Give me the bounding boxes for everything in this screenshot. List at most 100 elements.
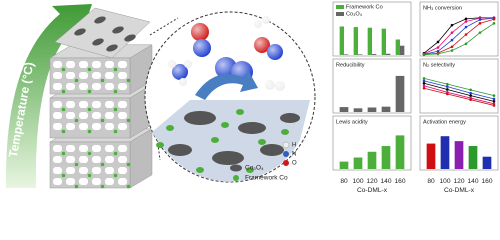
atom-label: N: [292, 152, 296, 158]
pore: [66, 83, 75, 90]
framework-co: [126, 162, 131, 167]
point: [436, 52, 440, 56]
legend-label: Co₃O₄: [245, 165, 264, 172]
pore: [105, 145, 114, 152]
framework-co: [196, 167, 204, 173]
line: [423, 22, 495, 56]
framework-co: [126, 118, 131, 123]
atom-shine: [265, 80, 275, 90]
pore: [79, 61, 88, 68]
framework-co: [113, 107, 118, 112]
co3o4: [106, 44, 118, 52]
panel-title: Reducibility: [336, 62, 365, 68]
x-tick-label: 140: [467, 178, 478, 185]
atom-shine: [275, 81, 285, 91]
point: [478, 22, 482, 25]
pore: [118, 83, 127, 90]
pore: [53, 61, 62, 68]
framework-co: [61, 173, 66, 178]
point: [492, 104, 496, 107]
pore: [79, 178, 88, 185]
legend-label: Framework Co: [245, 175, 288, 182]
bar: [367, 107, 377, 112]
line: [423, 17, 495, 55]
framework-co: [156, 142, 164, 148]
pore: [92, 145, 101, 152]
framework-co: [246, 167, 254, 173]
pore: [79, 83, 88, 90]
pore: [118, 178, 127, 185]
atom-shine: [172, 64, 188, 80]
point: [450, 49, 454, 52]
co3o4: [238, 122, 266, 134]
pore: [118, 123, 127, 130]
x-tick-label: 80: [427, 178, 435, 185]
co3o4: [280, 113, 300, 123]
lid: [54, 7, 151, 59]
co3o4: [184, 111, 216, 125]
pore: [53, 72, 62, 79]
pore: [66, 112, 75, 119]
pore: [92, 178, 101, 185]
x-axis-title: Co-DML-x: [357, 187, 388, 194]
x-tick-label: 80: [340, 178, 348, 185]
panel-title: Activation energy: [423, 119, 466, 125]
pore: [105, 83, 114, 90]
point: [450, 45, 454, 49]
co3o4: [260, 144, 284, 156]
zoom-content: [156, 16, 300, 173]
pore: [53, 112, 62, 119]
co3o4: [74, 28, 86, 36]
pore: [92, 167, 101, 174]
pore: [105, 61, 114, 68]
pore: [118, 112, 127, 119]
bar: [353, 27, 358, 55]
bar: [367, 151, 377, 169]
x-tick-label: 100: [439, 178, 450, 185]
legend-label: Framework Co: [346, 4, 383, 10]
point: [469, 94, 472, 97]
pore: [79, 72, 88, 79]
point: [492, 17, 496, 21]
pore: [66, 156, 75, 163]
pore: [92, 156, 101, 163]
pore: [79, 101, 88, 108]
line: [423, 17, 495, 55]
graphical-abstract: Temperature (°C) Co₃O₄ Framework Co H N …: [6, 1, 499, 194]
pore: [118, 167, 127, 174]
point: [464, 20, 468, 23]
framework-co: [61, 89, 66, 94]
framework-co: [258, 139, 266, 145]
pore: [66, 178, 75, 185]
atom-shine: [191, 23, 209, 41]
pore: [53, 101, 62, 108]
point: [492, 94, 496, 97]
point: [422, 86, 426, 90]
framework-co: [87, 151, 92, 156]
pore: [53, 83, 62, 90]
bar: [353, 157, 363, 169]
framework-co: [281, 129, 289, 135]
framework-co: [74, 78, 79, 83]
bar: [381, 146, 391, 169]
legend-swatch: [336, 5, 344, 9]
line: [423, 82, 495, 102]
legend-swatch: [336, 12, 344, 16]
framework-co: [113, 89, 118, 94]
framework-co: [87, 107, 92, 112]
pore: [92, 123, 101, 130]
zoom-line: [149, 17, 179, 36]
framework-co: [221, 122, 229, 128]
bar: [386, 53, 391, 55]
zeolite-blocks: [49, 7, 153, 189]
framework-co: [87, 173, 92, 178]
panel-title: NH₃ conversion: [423, 5, 462, 11]
co3o4: [112, 26, 124, 34]
framework-co: [100, 78, 105, 83]
legend-label: Co₃O₄: [346, 11, 363, 17]
bar: [426, 143, 436, 169]
bar: [454, 141, 464, 169]
framework-co: [61, 107, 66, 112]
bar: [400, 45, 405, 55]
pore: [66, 101, 75, 108]
